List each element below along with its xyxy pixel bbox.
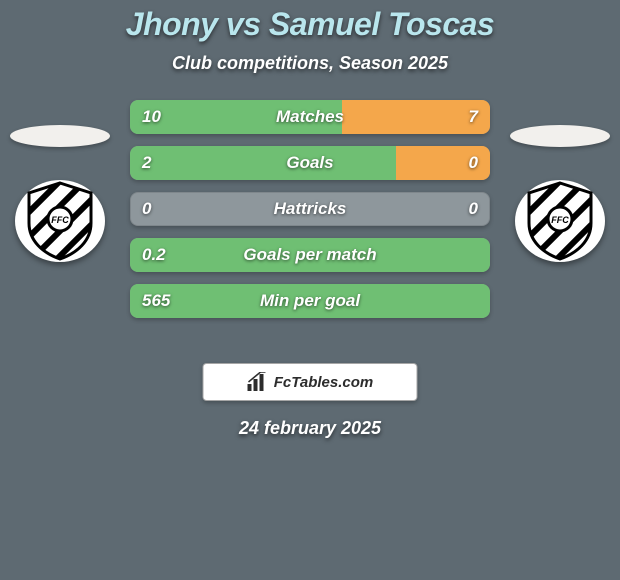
stat-row: Goals per match0.2 xyxy=(130,238,490,272)
svg-text:FFC: FFC xyxy=(51,215,69,225)
stat-row: Hattricks0 0 xyxy=(130,192,490,226)
page-subtitle: Club competitions, Season 2025 xyxy=(0,53,620,74)
stat-value-left: 565 xyxy=(142,284,170,318)
right-player-avatar-placeholder xyxy=(510,125,610,147)
stat-label: Hattricks xyxy=(130,192,490,226)
stat-value-left: 2 xyxy=(142,146,151,180)
stats-bars: Matches107Goals20Hattricks00Goals per ma… xyxy=(130,100,490,330)
stat-value-left: 0.2 xyxy=(142,238,166,272)
right-club-badge: FFC xyxy=(515,180,605,262)
date-label: 24 february 2025 xyxy=(0,418,620,439)
left-club-badge: FFC xyxy=(15,180,105,262)
stat-value-right: 7 xyxy=(469,100,478,134)
stat-row: Matches10 7 xyxy=(130,100,490,134)
stat-label: Matches xyxy=(130,100,490,134)
stat-value-right: 0 xyxy=(469,146,478,180)
stat-row: Goals2 0 xyxy=(130,146,490,180)
right-player-column: FFC xyxy=(500,100,620,350)
svg-text:FFC: FFC xyxy=(551,215,569,225)
stat-label: Goals xyxy=(130,146,490,180)
comparison-infographic: Jhony vs Samuel Toscas Club competitions… xyxy=(0,0,620,580)
stat-row: Min per goal565 xyxy=(130,284,490,318)
stat-label: Min per goal xyxy=(130,284,490,318)
left-player-column: FFC xyxy=(0,100,120,350)
stat-label: Goals per match xyxy=(130,238,490,272)
bar-chart-icon xyxy=(247,372,269,392)
shield-stripes-icon: FFC xyxy=(25,181,95,261)
shield-stripes-icon: FFC xyxy=(525,181,595,261)
stat-value-left: 10 xyxy=(142,100,161,134)
comparison-body: FFC xyxy=(0,100,620,350)
stat-value-left: 0 xyxy=(142,192,151,226)
left-player-avatar-placeholder xyxy=(10,125,110,147)
page-title: Jhony vs Samuel Toscas xyxy=(0,0,620,43)
brand-badge[interactable]: FcTables.com xyxy=(203,363,418,401)
brand-text: FcTables.com xyxy=(274,374,373,391)
stat-value-right: 0 xyxy=(469,192,478,226)
